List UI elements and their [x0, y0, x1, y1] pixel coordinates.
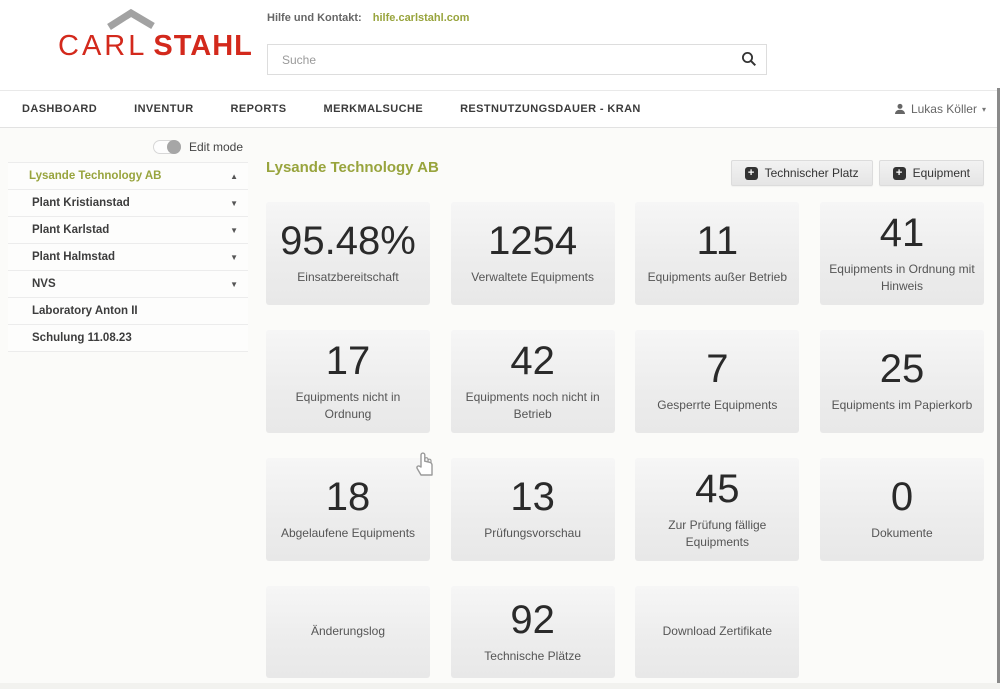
- card-value: 45: [695, 466, 740, 511]
- kpi-grid: 95.48% Einsatzbereitschaft 1254 Verwalte…: [266, 202, 984, 678]
- card-abgelaufene-equipments[interactable]: 18 Abgelaufene Equipments: [266, 458, 430, 561]
- card-download-zertifikate[interactable]: Download Zertifikate: [635, 586, 800, 678]
- help-line: Hilfe und Kontakt: hilfe.carlstahl.com: [267, 12, 469, 24]
- sidebar-item-label: NVS: [32, 278, 56, 290]
- chevron-down-icon: ▼: [230, 225, 238, 235]
- chevron-down-icon: ▼: [230, 198, 238, 208]
- card-value: 11: [696, 219, 739, 264]
- user-icon: [894, 103, 905, 114]
- card-label: Download Zertifikate: [662, 624, 772, 639]
- user-menu[interactable]: Lukas Köller ▾: [894, 91, 986, 127]
- card-dokumente[interactable]: 0 Dokumente: [819, 458, 984, 561]
- search-icon[interactable]: [740, 51, 757, 68]
- search-input[interactable]: [267, 44, 767, 75]
- sidebar-item-plant-karlstad[interactable]: Plant Karlstad ▼: [8, 217, 248, 244]
- logo-text: CARL STAHL: [58, 30, 253, 62]
- sidebar-item-plant-halmstad[interactable]: Plant Halmstad ▼: [8, 244, 248, 271]
- card-label: Änderungslog: [310, 624, 386, 639]
- user-name: Lukas Köller: [910, 102, 977, 116]
- button-label: Technischer Platz: [764, 166, 859, 180]
- card-einsatzbereitschaft[interactable]: 95.48% Einsatzbereitschaft: [266, 202, 430, 305]
- sidebar-item-label: Plant Halmstad: [32, 251, 116, 263]
- card-equipments-im-papierkorb[interactable]: 25 Equipments im Papierkorb: [819, 330, 984, 433]
- plus-icon: +: [892, 166, 906, 180]
- card-pruefungsvorschau[interactable]: 13 Prüfungsvorschau: [450, 458, 615, 561]
- help-link[interactable]: hilfe.carlstahl.com: [372, 12, 470, 24]
- card-zur-pruefung-faellige-equipments[interactable]: 45 Zur Prüfung fällige Equipments: [635, 458, 800, 561]
- card-label: Equipments außer Betrieb: [647, 270, 788, 285]
- card-value: 1254: [488, 219, 578, 264]
- sidebar-item-plant-kristianstad[interactable]: Plant Kristianstad ▼: [8, 190, 248, 217]
- main-nav: DASHBOARD INVENTUR REPORTS MERKMALSUCHE …: [0, 90, 1000, 128]
- card-label: Equipments in Ordnung mit Hinweis: [829, 261, 975, 293]
- card-value: 0: [890, 475, 914, 520]
- sidebar-item-laboratory-anton-ii[interactable]: Laboratory Anton II: [8, 298, 248, 325]
- help-label: Hilfe und Kontakt:: [267, 12, 362, 24]
- location-tree: Lysande Technology AB ▲ Plant Kristianst…: [8, 162, 248, 352]
- sidebar-item-label: Plant Kristianstad: [32, 197, 130, 209]
- page-title: Lysande Technology AB: [266, 159, 439, 176]
- card-label: Zur Prüfung fällige Equipments: [668, 517, 767, 549]
- edit-mode-toggle[interactable]: [152, 140, 181, 154]
- bottom-strip: [0, 683, 1000, 689]
- card-label: Einsatzbereitschaft: [297, 270, 399, 285]
- card-label: Equipments nicht in Ordnung: [295, 389, 401, 421]
- card-label: Dokumente: [871, 526, 933, 541]
- card-equipments-noch-nicht-in-betrieb[interactable]: 42 Equipments noch nicht in Betrieb: [450, 330, 615, 433]
- card-label: Abgelaufene Equipments: [280, 526, 416, 541]
- card-value: 18: [325, 475, 371, 520]
- edit-mode-row: Edit mode: [8, 138, 248, 162]
- card-value: 42: [510, 338, 555, 383]
- chevron-down-icon: ▾: [981, 104, 986, 114]
- card-value: 41: [879, 210, 925, 255]
- chevron-down-icon: ▼: [230, 279, 238, 289]
- card-label: Equipments noch nicht in Betrieb: [465, 389, 600, 421]
- card-label: Prüfungsvorschau: [484, 526, 582, 541]
- nav-item-dashboard[interactable]: DASHBOARD: [22, 103, 98, 115]
- sidebar: Edit mode Lysande Technology AB ▲ Plant …: [8, 138, 248, 352]
- card-value: 7: [706, 347, 729, 392]
- card-aenderungslog[interactable]: Änderungslog: [266, 586, 430, 678]
- sidebar-item-label: Lysande Technology AB: [29, 170, 162, 182]
- card-label: Verwaltete Equipments: [471, 270, 595, 285]
- vertical-scrollbar[interactable]: [997, 88, 1000, 689]
- toggle-knob: [166, 140, 181, 154]
- roof-icon: [107, 8, 155, 30]
- sidebar-item-nvs[interactable]: NVS ▼: [8, 271, 248, 298]
- card-equipments-in-ordnung-mit-hinweis[interactable]: 41 Equipments in Ordnung mit Hinweis: [819, 202, 984, 305]
- nav-item-restnutzungsdauer-kran[interactable]: RESTNUTZUNGSDAUER - KRAN: [460, 103, 641, 115]
- card-value: 17: [325, 338, 371, 383]
- card-verwaltete-equipments[interactable]: 1254 Verwaltete Equipments: [450, 202, 615, 305]
- button-label: Equipment: [912, 166, 970, 180]
- plus-icon: +: [744, 166, 758, 180]
- card-value: 92: [510, 597, 555, 642]
- card-value: 25: [879, 347, 925, 392]
- add-technischer-platz-button[interactable]: + Technischer Platz: [730, 160, 873, 186]
- card-gesperrte-equipments[interactable]: 7 Gesperrte Equipments: [635, 330, 800, 433]
- carl-stahl-logo[interactable]: CARL STAHL: [58, 4, 252, 74]
- action-buttons: + Technischer Platz + Equipment: [730, 160, 984, 186]
- edit-mode-label: Edit mode: [188, 140, 243, 154]
- card-equipments-ausser-betrieb[interactable]: 11 Equipments außer Betrieb: [635, 202, 800, 305]
- search-bar: [267, 44, 767, 75]
- chevron-down-icon: ▼: [230, 252, 238, 262]
- sidebar-item-lysande-technology-ab[interactable]: Lysande Technology AB ▲: [8, 163, 248, 190]
- chevron-up-icon: ▲: [230, 171, 238, 181]
- header: CARL STAHL Hilfe und Kontakt: hilfe.carls…: [0, 0, 1000, 90]
- card-technische-plaetze[interactable]: 92 Technische Plätze: [450, 586, 615, 678]
- add-equipment-button[interactable]: + Equipment: [878, 160, 984, 186]
- sidebar-item-schulung-11-08-23[interactable]: Schulung 11.08.23: [8, 325, 248, 352]
- nav-item-reports[interactable]: REPORTS: [230, 103, 287, 115]
- card-label: Equipments im Papierkorb: [831, 398, 973, 413]
- card-value: 95.48%: [280, 219, 416, 264]
- card-label: Technische Plätze: [484, 648, 582, 663]
- sidebar-item-label: Laboratory Anton II: [32, 305, 138, 317]
- nav-item-merkmalsuche[interactable]: MERKMALSUCHE: [323, 103, 424, 115]
- card-label: Gesperrte Equipments: [657, 398, 778, 413]
- card-equipments-nicht-in-ordnung[interactable]: 17 Equipments nicht in Ordnung: [266, 330, 430, 433]
- sidebar-item-label: Plant Karlstad: [32, 224, 110, 236]
- nav-item-inventur[interactable]: INVENTUR: [134, 103, 194, 115]
- sidebar-item-label: Schulung 11.08.23: [32, 332, 132, 344]
- card-value: 13: [510, 475, 555, 520]
